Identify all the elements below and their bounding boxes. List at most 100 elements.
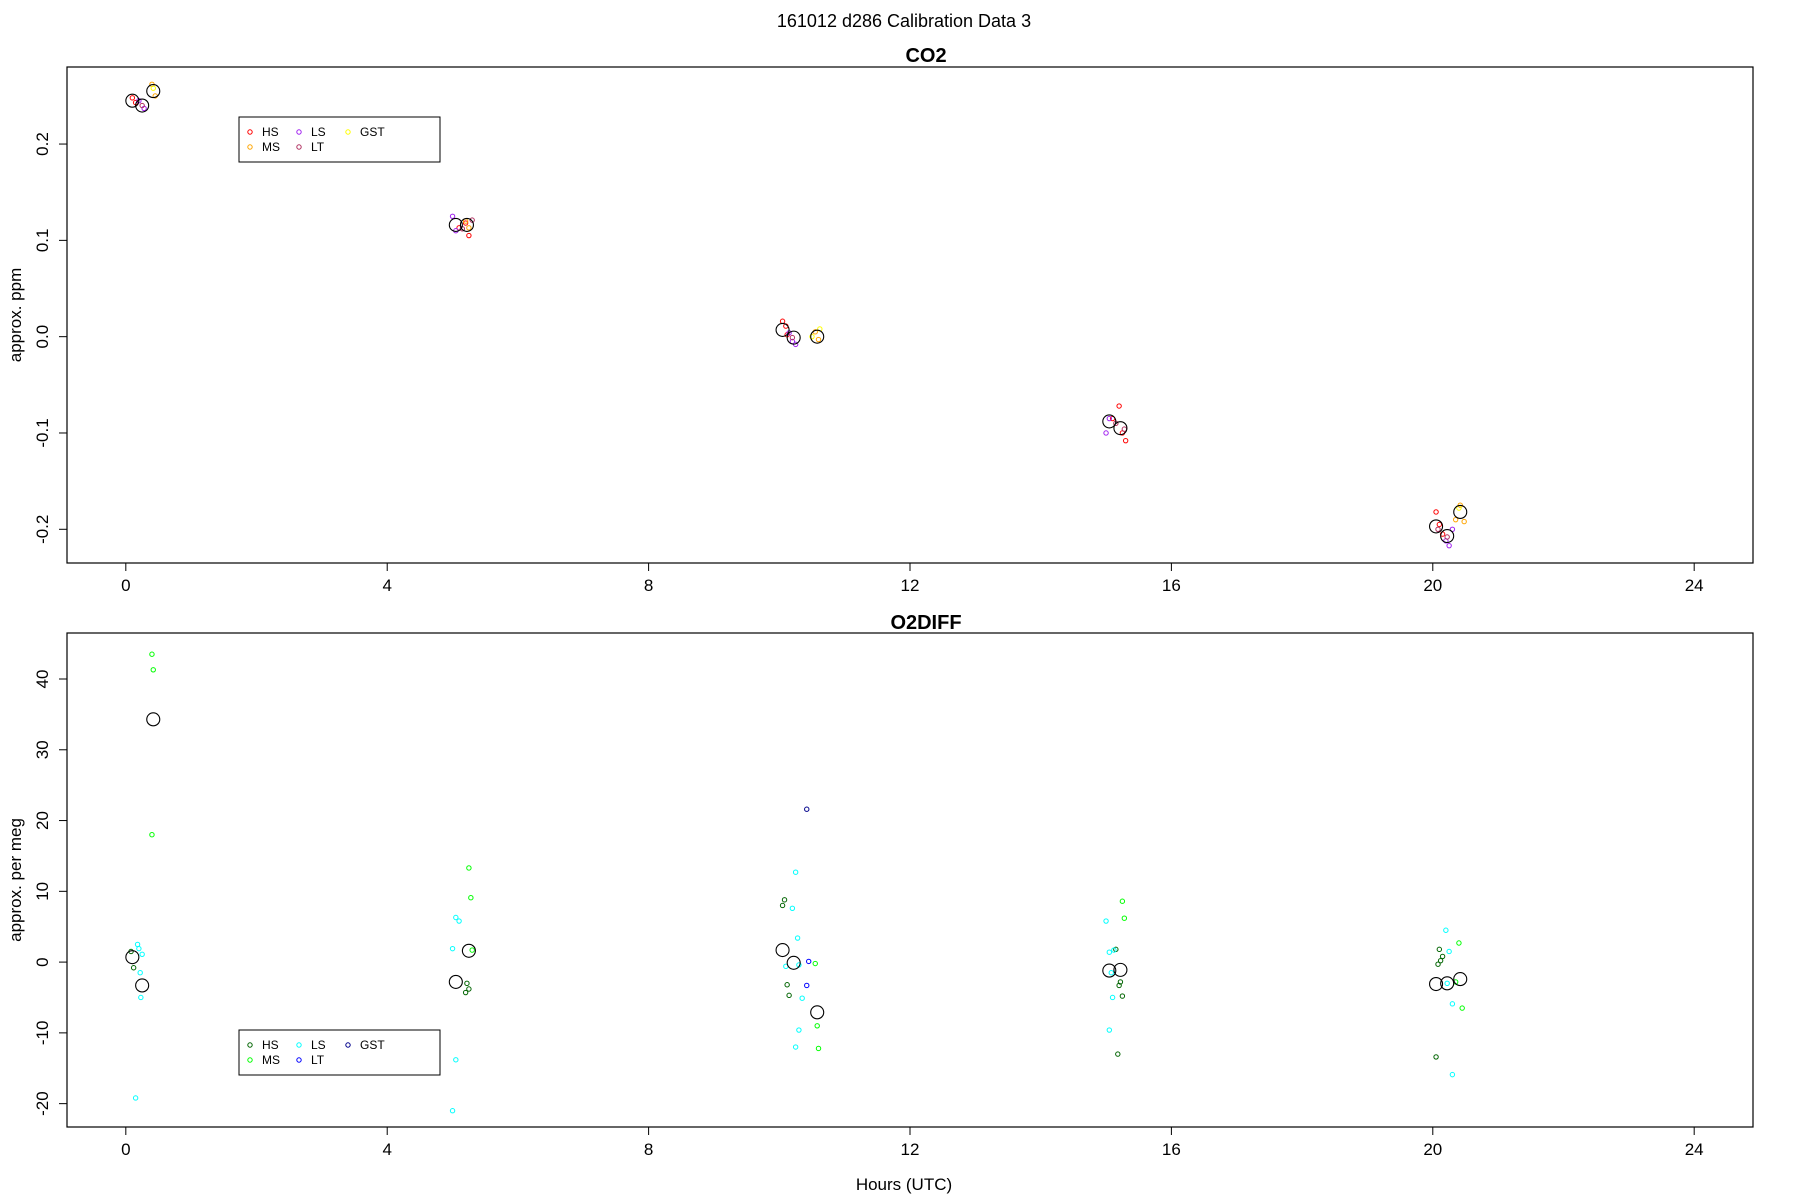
co2-point-ls (449, 213, 456, 219)
x-tick-label: 4 (382, 1140, 391, 1159)
o2diff-x-axis: 0 4 8 12 16 20 24 (121, 1126, 1704, 1159)
co2-point-ls (1106, 415, 1113, 422)
co2-mean-point (810, 329, 825, 344)
legend-marker-ls (296, 129, 302, 135)
co2-point-hs (1436, 521, 1443, 528)
o2diff-mean-point (448, 974, 463, 989)
co2-point-ls (1446, 542, 1452, 549)
o2diff-point-ms (1119, 898, 1126, 904)
o2diff-point-ls (1444, 980, 1450, 987)
o2diff-point-hs (462, 989, 469, 996)
o2diff-point-hs (781, 897, 788, 903)
co2-point-gst (809, 333, 815, 340)
o2diff-mean-point (810, 1005, 825, 1020)
co2-point-lt (139, 102, 145, 109)
o2diff-legend: HS MS LS LT GST (238, 1029, 441, 1076)
x-tick-label: 16 (1162, 576, 1181, 595)
legend-marker-lt (296, 144, 302, 150)
x-tick-label: 0 (121, 1140, 130, 1159)
x-tick-label: 8 (644, 576, 653, 595)
y-tick-label: 0.2 (33, 132, 52, 156)
o2diff-point-ls (139, 951, 145, 958)
o2diff-point-hs (784, 982, 790, 988)
o2diff-point-ls (1106, 949, 1113, 955)
o2diff-point-ms (150, 667, 156, 673)
o2diff-point-ls (449, 945, 456, 952)
o2diff-point-ls (792, 869, 799, 875)
co2-mean-point (1453, 504, 1468, 520)
co2-y-axis-label: approx. ppm (6, 268, 25, 363)
o2diff-point-ms (815, 1045, 822, 1052)
x-tick-label: 16 (1162, 1140, 1181, 1159)
o2diff-point-ls (456, 918, 462, 924)
o2diff-point-ls (794, 935, 801, 941)
o2diff-mean-point (775, 943, 790, 958)
y-tick-label: 40 (33, 670, 52, 689)
o2diff-point-ls (453, 914, 459, 921)
o2diff-mean-point (461, 943, 476, 958)
legend-label-gst: GST (360, 125, 385, 139)
legend-entry-hs: HS (247, 125, 279, 139)
legend-label-lt: LT (311, 1053, 325, 1067)
o2diff-point-ls (1111, 947, 1117, 953)
co2-point-lt (1435, 526, 1441, 532)
co2-point-ms (815, 336, 822, 343)
legend-marker-ms (247, 144, 253, 150)
legend-marker-gst (345, 129, 351, 135)
o2diff-point-ls (136, 945, 142, 952)
legend-marker-hs (247, 129, 253, 135)
o2diff-point-ms (149, 832, 155, 838)
y-tick-label: 30 (33, 740, 52, 759)
x-tick-label: 20 (1423, 1140, 1442, 1159)
co2-legend-box (238, 116, 441, 163)
x-tick-label: 12 (901, 1140, 920, 1159)
o2diff-mean-point (1440, 976, 1455, 991)
y-tick-label: 10 (33, 882, 52, 901)
legend-entry-gst: GST (345, 1038, 385, 1052)
co2-panel-title: CO2 (905, 45, 946, 67)
co2-mean-point (459, 217, 474, 232)
o2diff-point-ms (1456, 940, 1462, 946)
o2diff-point-ls (1443, 927, 1449, 933)
o2diff-point-ls (138, 994, 144, 1001)
o2diff-point-ls (1109, 994, 1116, 1001)
co2-point-ms (466, 225, 472, 231)
co2-point-lt (789, 334, 796, 341)
o2diff-mean-point (1113, 962, 1128, 977)
co2-point-hs (129, 95, 136, 101)
o2diff-point-hs (1437, 957, 1444, 964)
o2diff-legend-box (238, 1029, 441, 1076)
legend-label-hs: HS (262, 125, 279, 139)
co2-mean-point (146, 84, 161, 99)
legend-marker-lt (296, 1057, 302, 1063)
y-tick-label: -0.2 (33, 515, 52, 544)
co2-panel: CO2 approx. ppm 0 4 8 12 16 20 24 -0.2 -0.1 0.0 0… (6, 45, 1754, 595)
co2-point-lt (469, 217, 475, 223)
y-tick-label: 20 (33, 811, 52, 830)
o2diff-point-hs (1115, 1051, 1121, 1057)
o2diff-point-ms (468, 894, 474, 901)
o2diff-point-hs (1439, 953, 1446, 960)
co2-point-lt (1444, 534, 1450, 540)
o2diff-mean-point (125, 950, 140, 965)
legend-entry-lt: LT (296, 140, 325, 154)
o2diff-point-hs (466, 986, 472, 992)
co2-point-hs (1433, 509, 1439, 515)
co2-mean-point (786, 330, 801, 345)
legend-label-hs: HS (262, 1038, 279, 1052)
co2-point-hs (466, 232, 472, 239)
o2diff-point-ls (789, 905, 796, 912)
o2diff-panel-title: O2DIFF (890, 612, 961, 634)
co2-point-ms (1461, 518, 1467, 525)
o2diff-point-hs (1436, 946, 1443, 953)
o2diff-panel: O2DIFF approx. per meg Hours (UTC) 0 4 8 12… (6, 612, 1754, 1194)
legend-marker-ms (247, 1057, 253, 1063)
co2-mean-point (448, 217, 463, 232)
o2diff-point-ls (1449, 1001, 1456, 1007)
co2-point-hs (1122, 437, 1129, 444)
o2diff-point-ls (132, 1095, 139, 1101)
y-tick-label: -20 (33, 1091, 52, 1116)
o2diff-point-ms (814, 1023, 820, 1029)
x-tick-label: 24 (1685, 1140, 1704, 1159)
co2-point-ls (1103, 430, 1109, 436)
